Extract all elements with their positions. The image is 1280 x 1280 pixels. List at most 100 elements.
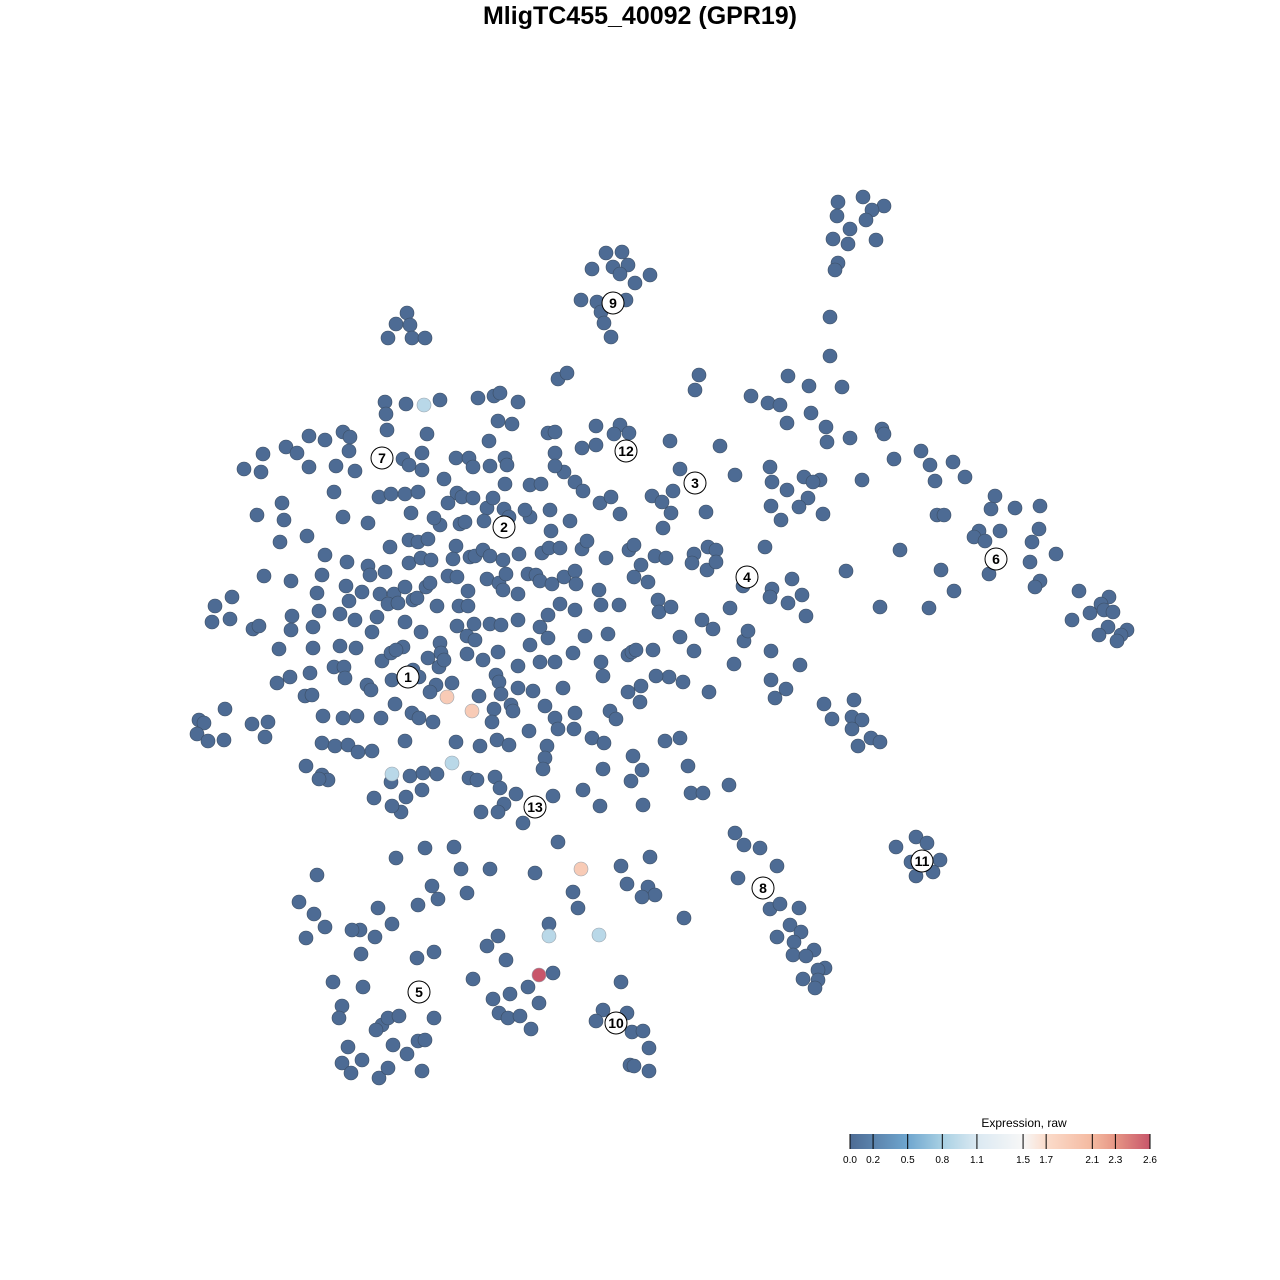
data-point <box>325 974 341 990</box>
data-point <box>404 330 420 346</box>
cluster-label-text: 3 <box>691 475 699 491</box>
data-point <box>460 598 476 614</box>
data-point <box>850 738 866 754</box>
data-point <box>511 546 527 562</box>
data-point <box>680 758 696 774</box>
data-point <box>919 835 935 851</box>
data-point <box>584 261 600 277</box>
data-point <box>490 644 506 660</box>
data-point <box>399 305 415 321</box>
data-point <box>490 413 506 429</box>
data-point <box>397 614 413 630</box>
data-point <box>1071 583 1087 599</box>
data-point <box>854 472 870 488</box>
data-point <box>892 542 908 558</box>
cluster-label-9: 9 <box>601 291 625 315</box>
data-point <box>795 971 811 987</box>
data-point <box>429 766 445 782</box>
cluster-label-circle <box>910 849 934 873</box>
data-point <box>335 710 351 726</box>
data-point <box>527 865 543 881</box>
data-point <box>780 368 796 384</box>
data-point <box>686 643 702 659</box>
data-point <box>335 509 351 525</box>
data-point <box>343 1065 359 1081</box>
data-point <box>476 513 492 529</box>
data-point <box>635 1023 651 1039</box>
data-point <box>868 232 884 248</box>
data-point <box>398 396 414 412</box>
data-point <box>648 668 664 684</box>
data-point <box>886 451 902 467</box>
colorbar-title: Expression, raw <box>981 1116 1067 1130</box>
data-point <box>525 683 541 699</box>
data-point <box>414 445 430 461</box>
data-point <box>603 329 619 345</box>
data-point <box>791 499 807 515</box>
data-point <box>872 599 888 615</box>
data-point <box>419 426 435 442</box>
data-point <box>449 569 465 585</box>
data-point <box>495 552 511 568</box>
data-point <box>545 965 561 981</box>
cluster-label-1: 1 <box>396 665 420 689</box>
data-point <box>977 533 993 549</box>
data-point <box>936 507 952 523</box>
data-point <box>338 578 354 594</box>
data-point <box>532 573 548 589</box>
data-point <box>344 922 360 938</box>
data-point <box>426 1010 442 1026</box>
data-point <box>460 583 476 599</box>
data-point <box>466 616 482 632</box>
cluster-label-circle <box>751 876 775 900</box>
data-point <box>305 640 321 656</box>
cluster-label-circle <box>984 547 1008 571</box>
data-point <box>827 262 843 278</box>
data-point <box>927 473 943 489</box>
data-point <box>570 900 586 916</box>
colorbar-tick-label: 2.3 <box>1108 1155 1122 1166</box>
data-point <box>613 974 629 990</box>
data-point <box>334 1055 350 1071</box>
data-point <box>520 979 536 995</box>
data-point <box>665 483 681 499</box>
data-point <box>785 947 801 963</box>
data-point <box>382 539 398 555</box>
data-point <box>539 738 555 754</box>
data-point <box>272 534 288 550</box>
data-point <box>537 698 553 714</box>
data-point <box>542 502 558 518</box>
data-point <box>552 596 568 612</box>
cluster-label-10: 10 <box>604 1011 628 1035</box>
cluster-label-text: 7 <box>378 450 386 466</box>
data-point <box>317 919 333 935</box>
data-point <box>332 606 348 622</box>
data-point <box>350 744 366 760</box>
data-point <box>415 765 431 781</box>
data-point <box>517 502 533 518</box>
data-point <box>588 1013 604 1029</box>
data-point <box>838 563 854 579</box>
data-point <box>397 733 413 749</box>
data-point <box>727 825 743 841</box>
data-point <box>291 894 307 910</box>
data-point <box>567 705 583 721</box>
data-point <box>547 458 563 474</box>
data-point <box>596 735 612 751</box>
data-point <box>1032 498 1048 514</box>
data-point <box>762 459 778 475</box>
data-point <box>256 568 272 584</box>
data-point <box>403 505 419 521</box>
data-point <box>471 688 487 704</box>
data-point <box>612 506 628 522</box>
data-point <box>354 584 370 600</box>
data-point <box>593 597 609 613</box>
data-point <box>467 632 483 648</box>
data-point <box>498 952 514 968</box>
data-point <box>547 424 563 440</box>
data-point <box>567 602 583 618</box>
data-point <box>341 593 357 609</box>
data-point <box>402 317 418 333</box>
data-point <box>385 1037 401 1053</box>
data-point <box>834 379 850 395</box>
